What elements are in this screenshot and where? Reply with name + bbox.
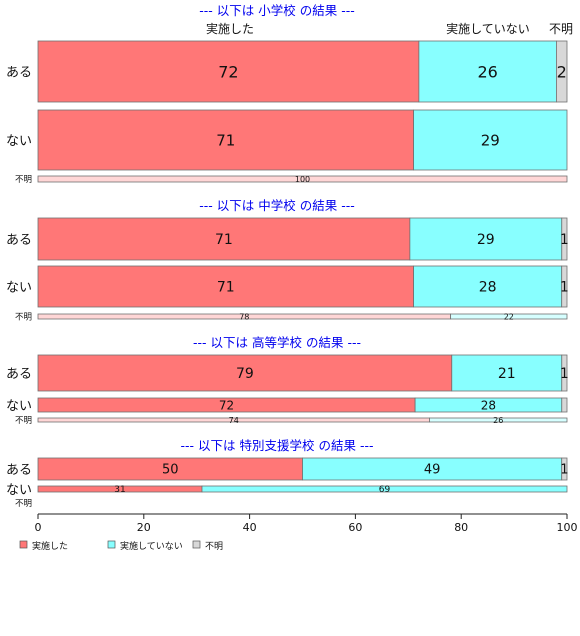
bar-segment-0-0-0 bbox=[37, 40, 420, 103]
data-label-2-0-1: 21 bbox=[498, 366, 516, 382]
x-tick-label-0: 0 bbox=[35, 521, 42, 534]
data-label-3-1-1: 69 bbox=[379, 485, 391, 495]
data-label-2-1-0: 72 bbox=[219, 398, 234, 412]
data-label-1-1-0: 71 bbox=[217, 280, 235, 296]
bar-segment-1-2-1 bbox=[450, 313, 568, 320]
data-label-2-2-0: 74 bbox=[229, 416, 239, 425]
data-label-0-0-0: 72 bbox=[218, 62, 238, 81]
data-label-1-1-1: 28 bbox=[479, 280, 497, 296]
legend-swatch-0 bbox=[19, 540, 28, 549]
row-label-0-2: 不明 bbox=[15, 175, 32, 185]
bar-segment-1-0-0 bbox=[37, 217, 411, 261]
data-label-2-1-1: 28 bbox=[481, 398, 496, 412]
legend-label-2: 不明 bbox=[205, 541, 223, 552]
panel-title-2: --- 以下は 高等学校 の結果 --- bbox=[193, 335, 361, 350]
data-label-0-0-1: 26 bbox=[477, 62, 497, 81]
data-label-2-0-0: 79 bbox=[236, 366, 254, 382]
column-header-2: 不明 bbox=[549, 22, 573, 36]
bar-segment-0-0-1 bbox=[418, 40, 557, 103]
row-label-0-1: ない bbox=[6, 134, 32, 149]
bar-segment-1-1-0 bbox=[37, 265, 414, 308]
data-label-3-0-2: 1 bbox=[560, 463, 568, 478]
row-label-2-0: ある bbox=[6, 367, 32, 382]
bar-segment-1-1-2 bbox=[561, 265, 568, 308]
data-label-1-0-1: 29 bbox=[477, 232, 495, 248]
bar-segment-1-0-1 bbox=[409, 217, 563, 261]
bar-segment-1-0-2 bbox=[561, 217, 568, 261]
legend-label-1: 実施していない bbox=[120, 540, 183, 552]
x-tick-label-3: 60 bbox=[348, 521, 362, 534]
data-label-2-2-1: 26 bbox=[493, 416, 503, 425]
data-label-0-1-1: 29 bbox=[481, 131, 500, 149]
bar-segment-2-1-2 bbox=[561, 397, 568, 413]
bar-segment-0-1-1 bbox=[413, 109, 568, 171]
row-label-1-0: ある bbox=[6, 233, 32, 248]
x-tick-label-4: 80 bbox=[454, 521, 468, 534]
legend-label-0: 実施した bbox=[32, 540, 68, 552]
bar-segment-2-0-2 bbox=[561, 354, 568, 392]
row-label-2-2: 不明 bbox=[15, 416, 32, 426]
data-label-1-0-2: 1 bbox=[560, 232, 569, 248]
data-label-3-0-1: 49 bbox=[424, 463, 441, 478]
column-header-0: 実施した bbox=[206, 21, 254, 36]
row-label-1-2: 不明 bbox=[15, 313, 32, 323]
data-label-0-0-2: 2 bbox=[557, 62, 567, 81]
row-label-0-0: ある bbox=[6, 66, 32, 81]
bar-segment-2-0-0 bbox=[37, 354, 453, 392]
data-label-1-0-0: 71 bbox=[215, 232, 233, 248]
data-label-3-0-0: 50 bbox=[162, 463, 179, 478]
data-label-3-1-0: 31 bbox=[114, 485, 125, 495]
column-header-1: 実施していない bbox=[446, 21, 530, 36]
panel-title-0: --- 以下は 小学校 の結果 --- bbox=[199, 3, 354, 18]
data-label-1-2-1: 22 bbox=[504, 312, 514, 321]
data-label-0-1-0: 71 bbox=[216, 131, 235, 149]
x-tick-label-5: 100 bbox=[557, 521, 578, 534]
legend-swatch-1 bbox=[107, 540, 116, 549]
legend-swatch-2 bbox=[192, 540, 201, 549]
bar-segment-3-0-2 bbox=[561, 457, 568, 481]
data-label-1-2-0: 78 bbox=[239, 312, 249, 321]
bar-segment-2-0-1 bbox=[451, 354, 563, 392]
panel-title-1: --- 以下は 中学校 の結果 --- bbox=[199, 198, 354, 213]
bar-segment-0-2-0 bbox=[37, 175, 568, 183]
data-label-0-2-0: 100 bbox=[295, 175, 310, 184]
bar-segment-2-2-1 bbox=[429, 417, 568, 423]
x-tick-label-2: 40 bbox=[243, 521, 257, 534]
x-tick-label-1: 20 bbox=[137, 521, 151, 534]
panel-title-3: --- 以下は 特別支援学校 の結果 --- bbox=[181, 438, 374, 453]
row-label-1-1: ない bbox=[6, 281, 32, 296]
data-label-2-0-2: 1 bbox=[560, 366, 569, 382]
row-label-2-1: ない bbox=[6, 399, 32, 414]
data-label-1-1-2: 1 bbox=[560, 280, 569, 296]
bar-segment-0-0-2 bbox=[556, 40, 568, 103]
row-label-3-0: ある bbox=[6, 463, 32, 478]
row-label-3-2: 不明 bbox=[15, 499, 32, 509]
row-label-3-1: ない bbox=[6, 483, 32, 498]
bar-segment-3-1-1 bbox=[201, 485, 568, 493]
